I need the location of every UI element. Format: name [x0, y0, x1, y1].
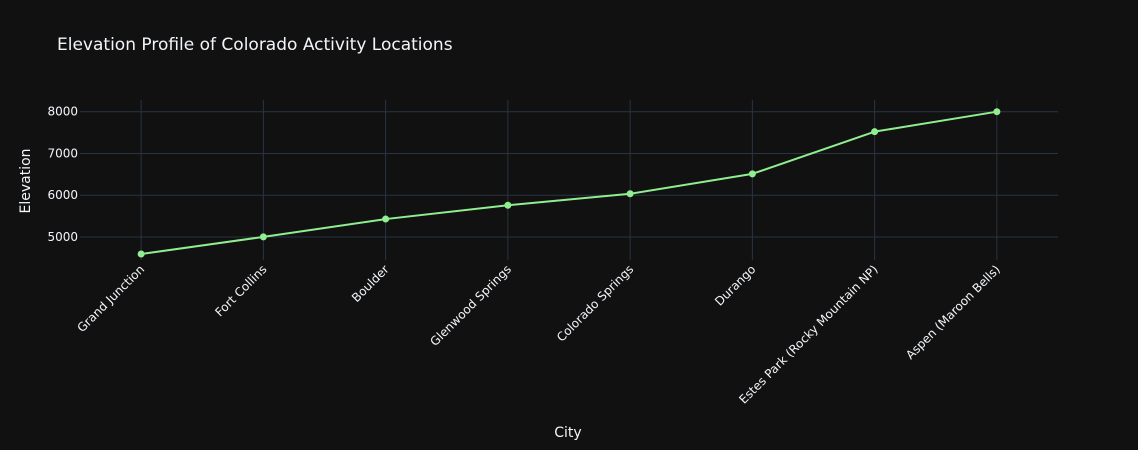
data-point	[259, 233, 267, 241]
y-tick-label: 5000	[47, 230, 78, 244]
data-point	[993, 108, 1001, 116]
y-tick-label: 6000	[47, 188, 78, 202]
data-points	[137, 108, 1001, 258]
y-axis-title: Elevation	[18, 148, 34, 213]
data-point	[871, 128, 879, 136]
data-point	[382, 215, 390, 223]
y-tick-label: 8000	[47, 105, 78, 119]
data-point	[504, 201, 512, 209]
series-line-layer	[140, 110, 998, 256]
x-axis-title: City	[554, 425, 581, 441]
data-point	[748, 170, 756, 178]
y-axis-ticks: 5000 6000 7000 8000	[47, 105, 78, 244]
y-tick-label: 7000	[47, 146, 78, 160]
data-point	[137, 250, 145, 258]
data-point	[626, 190, 634, 198]
grid-lines	[80, 100, 1058, 260]
chart-title: Elevation Profile of Colorado Activity L…	[57, 35, 453, 55]
series-line	[140, 110, 998, 256]
